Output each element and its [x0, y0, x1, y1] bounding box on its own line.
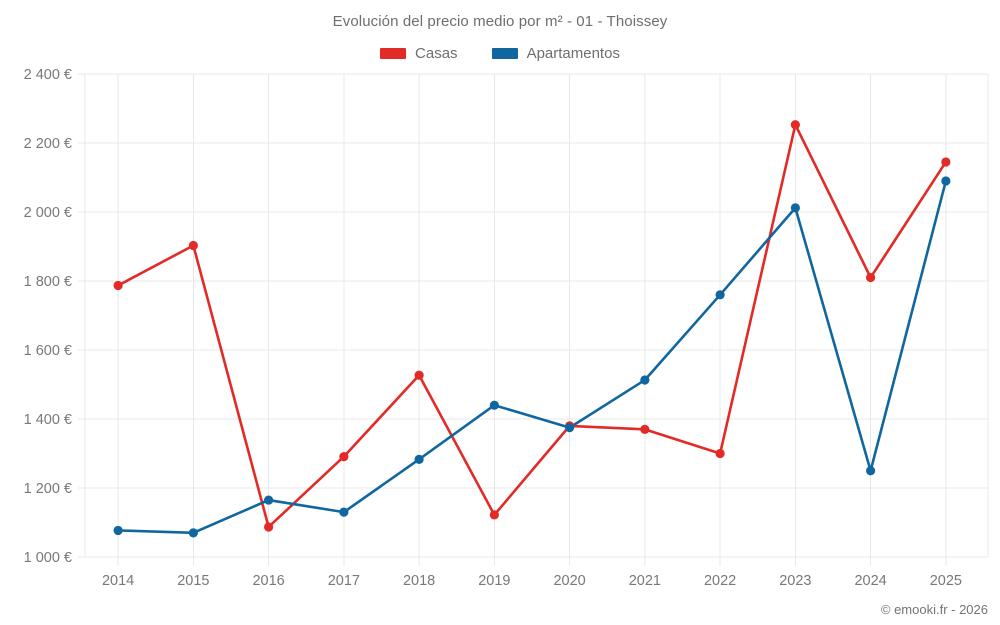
x-axis-tick-label: 2014: [102, 573, 134, 589]
data-point[interactable]: [414, 370, 424, 380]
data-point[interactable]: [941, 176, 951, 186]
data-point[interactable]: [715, 290, 725, 300]
footer-credit: © emooki.fr - 2026: [880, 602, 988, 617]
y-axis-tick-label: 1 000 €: [24, 550, 72, 566]
x-axis-tick-label: 2025: [930, 573, 962, 589]
x-axis-tick-label: 2017: [328, 573, 360, 589]
series-line-apartamentos: [116, 179, 948, 535]
data-point[interactable]: [188, 528, 198, 538]
data-point[interactable]: [339, 507, 349, 517]
y-axis-tick-label: 2 200 €: [24, 136, 72, 152]
chart-legend: Casas Apartamentos: [0, 45, 1000, 62]
data-point[interactable]: [790, 203, 800, 213]
x-axis-tick-label: 2024: [854, 573, 886, 589]
data-point[interactable]: [188, 240, 198, 251]
series-line-casas: [116, 123, 948, 529]
data-point[interactable]: [640, 424, 650, 434]
data-point[interactable]: [866, 466, 876, 476]
data-point[interactable]: [640, 375, 650, 385]
grid-lines: [78, 73, 989, 558]
x-axis-tick-marks: [117, 74, 947, 566]
data-point[interactable]: [489, 510, 499, 520]
x-axis-tick-label: 2016: [252, 573, 284, 589]
legend-label-casas: Casas: [415, 45, 458, 62]
y-axis-tick-labels: 1 000 € 1 200 € 1 400 € 1 600 € 1 800 € 2 000…: [24, 67, 72, 566]
data-point[interactable]: [414, 454, 424, 464]
y-axis-tick-label: 2 000 €: [24, 205, 72, 221]
data-point[interactable]: [113, 525, 123, 536]
data-point[interactable]: [489, 400, 499, 410]
legend-label-apartamentos: Apartamentos: [526, 45, 620, 62]
legend-item-casas[interactable]: Casas: [380, 45, 458, 62]
y-axis-tick-label: 1 600 €: [24, 343, 72, 359]
x-axis-tick-label: 2020: [553, 573, 585, 589]
legend-item-apartamentos[interactable]: Apartamentos: [491, 45, 620, 62]
x-axis-tick-label: 2015: [177, 573, 209, 589]
legend-swatch-casas: [380, 48, 407, 59]
x-axis-tick-labels: 2014 2015 2016 2017 2018 2019 2020 2021 2022 2023…: [102, 573, 962, 589]
data-point[interactable]: [264, 522, 274, 532]
data-point[interactable]: [339, 452, 349, 462]
data-point[interactable]: [113, 280, 123, 291]
data-point[interactable]: [941, 157, 951, 167]
x-axis-tick-label: 2023: [779, 573, 811, 589]
data-point[interactable]: [264, 495, 274, 505]
y-axis-tick-label: 1 200 €: [24, 481, 72, 497]
data-point[interactable]: [715, 448, 725, 459]
legend-swatch-apartamentos: [491, 48, 518, 59]
x-axis-tick-label: 2021: [629, 573, 661, 589]
series-points: [113, 120, 951, 538]
data-point[interactable]: [866, 272, 876, 283]
x-axis-tick-label: 2018: [403, 573, 435, 589]
data-point[interactable]: [790, 120, 800, 130]
y-axis-tick-label: 1 400 €: [24, 412, 72, 428]
chart-title: Evolución del precio medio por m² - 01 -…: [332, 13, 668, 30]
data-point[interactable]: [565, 423, 575, 433]
x-axis-tick-label: 2019: [478, 573, 510, 589]
y-axis-tick-label: 2 400 €: [24, 67, 72, 83]
y-axis-tick-label: 1 800 €: [24, 274, 72, 290]
x-axis-tick-label: 2022: [704, 573, 736, 589]
series-lines: [116, 123, 948, 535]
